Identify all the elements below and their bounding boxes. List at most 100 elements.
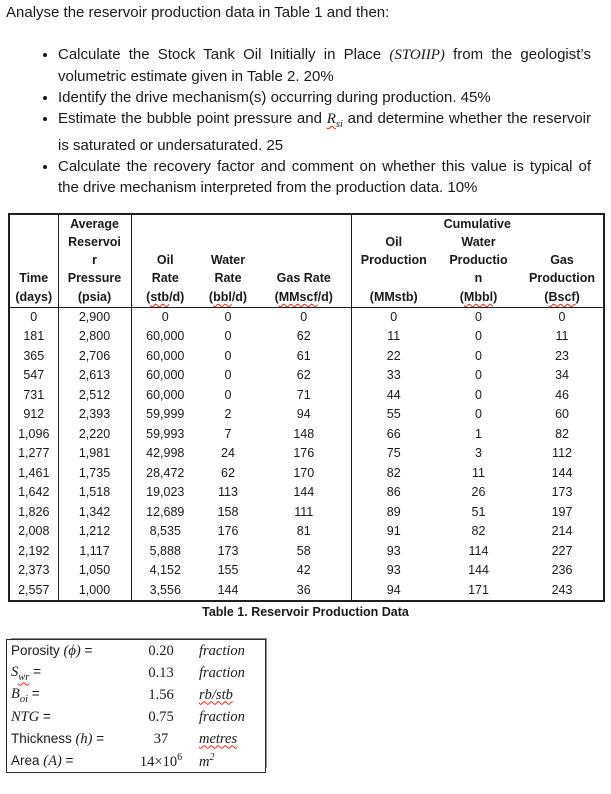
cell-water-production: 51 (471, 504, 486, 519)
table-row: 1,642 1,518 19,023 113 144 86 26 173 (9, 483, 604, 503)
ntg-symbol: NTG (11, 708, 40, 725)
cell-gas-production: 112 (552, 446, 572, 460)
cell-gas-rate: 42 (296, 563, 311, 577)
cell-oil-production: 55 (350, 405, 436, 425)
task-drive-mechanism: Identify the drive mechanism(s) occurrin… (58, 87, 591, 108)
page-title: Analyse the reservoir production data in… (6, 4, 390, 21)
cell-oil-production: 75 (350, 444, 436, 464)
cell-oil-rate: 60,000 (130, 366, 199, 386)
unit-mmstb: (MMstb) (350, 287, 436, 307)
cell-gas-rate: 81 (296, 524, 311, 538)
stoiip-symbol: (STOIIP) (389, 47, 445, 63)
table-row: 912 2,393 59,999 2 94 55 0 60 (9, 405, 604, 425)
cell-time: 0 (30, 309, 38, 324)
table-row: 181 2,800 60,000 0 62 11 0 11 (9, 327, 604, 347)
cell-gas-rate: 170 (293, 465, 315, 480)
param-label: Thickness (h) = (11, 730, 105, 747)
cell-gas-production: 236 (551, 563, 573, 577)
cell-gas-production: 46 (555, 387, 569, 402)
table-row: 1,096 2,220 59,993 7 148 66 1 82 (9, 424, 604, 444)
cell-time: 547 (23, 368, 45, 382)
cell-water-rate: 24 (221, 446, 235, 460)
cell-oil-production: 44 (350, 385, 436, 405)
cell-gas-rate: 61 (296, 348, 311, 363)
col-header-oil-production: Oil Production (350, 233, 436, 287)
cell-gas-production: 60 (555, 407, 569, 421)
cell-time: 1,461 (18, 465, 50, 480)
unit-bbl-d: (bbl/d) (208, 289, 248, 304)
cell-oil-production: 0 (350, 307, 436, 327)
cumulative-group-header: Cumulative (350, 214, 605, 233)
cell-gas-production: 0 (558, 309, 566, 324)
table-row: 2,557 1,000 3,556 144 36 94 171 243 (9, 580, 604, 601)
cell-oil-rate: 0 (130, 307, 199, 327)
task-text: Calculate the recovery factor and commen… (58, 158, 591, 196)
param-label: Swr = (11, 663, 41, 683)
task-text: from the geologist’s volumetric estimate… (58, 46, 591, 85)
col-header-time: Time (19, 271, 49, 285)
param-row-area: Area (A) = 14×106 m2 (7, 750, 266, 773)
cell-gas-rate: 176 (293, 446, 315, 460)
table-row: 0 2,900 0 0 0 0 0 0 (9, 307, 604, 327)
rsi-base: R (326, 111, 336, 127)
cell-water-rate: 0 (224, 309, 232, 324)
unit-stb-d: (stb/d) (130, 287, 199, 307)
param-label: NTG = (11, 708, 51, 725)
table-row: 2,192 1,117 5,888 173 58 93 114 227 (9, 541, 604, 561)
cell-pressure: 1,735 (57, 463, 131, 483)
cell-gas-rate: 111 (294, 504, 314, 519)
cell-gas-rate: 62 (296, 368, 311, 382)
param-value: 1.56 (148, 686, 174, 703)
cell-oil-production: 22 (350, 346, 436, 366)
param-row-ntg: NTG = 0.75 fraction (7, 706, 266, 728)
cell-water-production: 0 (475, 309, 482, 324)
cell-water-production: 26 (471, 485, 486, 499)
cell-oil-rate: 60,000 (130, 385, 199, 405)
cell-gas-production: 11 (555, 329, 569, 343)
task-bubble-point: Estimate the bubble point pressure and R… (58, 108, 591, 156)
h-symbol: (h) (75, 730, 93, 747)
col-header-gas-rate: Gas Rate (276, 271, 331, 285)
cell-oil-rate: 19,023 (130, 483, 199, 503)
table1-caption: Table 1. Reservoir Production Data (202, 605, 409, 619)
cell-gas-production: 144 (551, 465, 573, 480)
param-value: 14×106 (139, 751, 183, 770)
unit-bscf: (Bscf) (544, 289, 580, 304)
cell-oil-rate: 59,993 (130, 424, 199, 444)
cell-pressure: 2,706 (57, 346, 131, 366)
cell-oil-production: 33 (350, 366, 436, 386)
cell-water-production: 82 (471, 524, 486, 538)
cell-water-production: 3 (475, 446, 482, 460)
unit-psia: (psia) (57, 287, 131, 307)
cell-water-rate: 0 (224, 368, 232, 382)
cell-oil-rate: 60,000 (130, 346, 199, 366)
cell-water-rate: 2 (224, 407, 232, 421)
area-symbol: (A) (43, 752, 62, 769)
col-header-water-rate: Water Rate (210, 253, 246, 285)
cell-time: 2,008 (18, 524, 50, 538)
cell-water-production: 171 (468, 582, 489, 597)
param-unit: metres (199, 730, 238, 747)
cell-oil-production: 11 (350, 327, 436, 347)
cell-oil-production: 89 (350, 502, 436, 522)
cell-oil-rate: 4,152 (130, 561, 199, 581)
cell-water-rate: 144 (217, 582, 239, 597)
cell-water-rate: 173 (217, 543, 239, 558)
cell-water-production: 1 (475, 426, 482, 441)
cell-water-production: 0 (475, 329, 482, 343)
table-row: 731 2,512 60,000 0 71 44 0 46 (9, 385, 604, 405)
cell-water-production: 11 (472, 465, 485, 480)
cell-oil-rate: 28,472 (130, 463, 199, 483)
table-row: 2,008 1,212 8,535 176 81 91 82 214 (9, 522, 604, 542)
cell-time: 1,826 (18, 504, 50, 519)
cell-gas-rate: 36 (296, 582, 311, 597)
cell-pressure: 2,900 (57, 307, 131, 327)
production-data-table: Time Average Reservoi r Pressure Oil Rat… (8, 213, 606, 602)
unit-days: (days) (15, 289, 53, 304)
param-row-swr: Swr = 0.13 fraction (7, 662, 266, 684)
cell-water-rate: 176 (217, 524, 239, 538)
task-stoiip: Calculate the Stock Tank Oil Initially i… (58, 44, 591, 87)
phi-symbol: (ϕ) (63, 642, 81, 659)
cell-water-rate: 0 (224, 387, 232, 402)
cell-time: 731 (23, 387, 45, 402)
